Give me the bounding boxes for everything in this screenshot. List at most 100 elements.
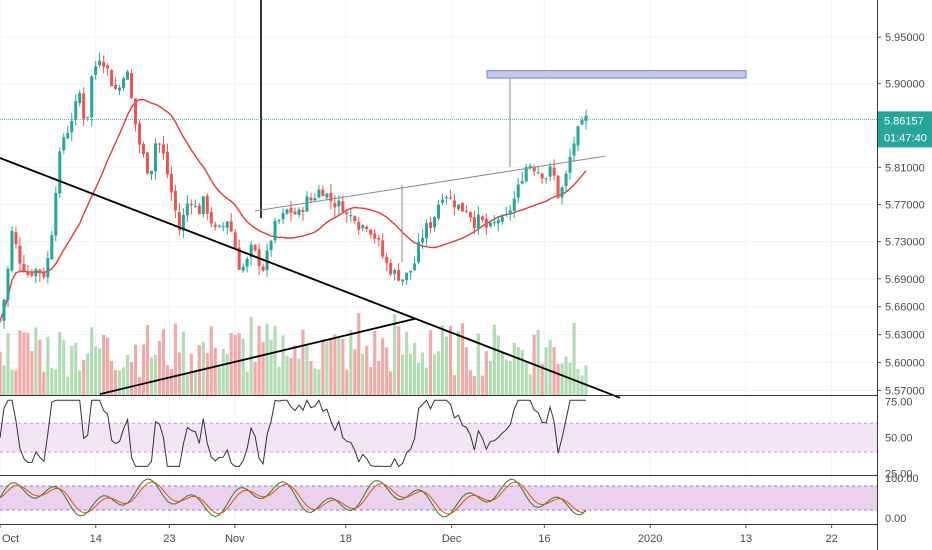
candle[interactable]: [413, 256, 417, 271]
candle[interactable]: [165, 143, 169, 179]
stochastic-d-line[interactable]: [0, 481, 587, 515]
candle[interactable]: [532, 164, 536, 176]
candle[interactable]: [552, 159, 556, 181]
rsi-pane[interactable]: [0, 399, 877, 468]
candle[interactable]: [536, 165, 540, 175]
candle[interactable]: [233, 228, 237, 249]
candle[interactable]: [484, 213, 488, 235]
candle[interactable]: [496, 216, 500, 232]
candle[interactable]: [440, 193, 444, 206]
time-axis[interactable]: Oct 14 23 Nov 18 Dec 16 2020 13 22: [0, 524, 838, 545]
candle[interactable]: [321, 185, 325, 197]
candle[interactable]: [30, 268, 34, 278]
candle[interactable]: [62, 133, 66, 155]
candle[interactable]: [42, 267, 46, 280]
candle[interactable]: [205, 193, 209, 221]
candle[interactable]: [393, 268, 397, 281]
candle[interactable]: [46, 251, 50, 284]
candle[interactable]: [173, 184, 177, 219]
candle[interactable]: [417, 233, 421, 265]
candle[interactable]: [26, 264, 30, 278]
candle[interactable]: [50, 231, 54, 261]
price-pane[interactable]: [0, 0, 877, 395]
moving-average-line[interactable]: [0, 98, 587, 322]
candle[interactable]: [429, 216, 433, 234]
candle[interactable]: [369, 228, 373, 239]
ascending-trendline[interactable]: [99, 317, 416, 395]
candle[interactable]: [337, 195, 341, 215]
price-axis[interactable]: 5.95000 5.90000 5.81000 5.77000 5.73000 5.690…: [877, 32, 925, 525]
candle[interactable]: [488, 220, 492, 228]
candle[interactable]: [229, 212, 233, 233]
candle[interactable]: [504, 207, 508, 217]
candle[interactable]: [500, 213, 504, 225]
candle[interactable]: [568, 148, 572, 180]
candle[interactable]: [237, 239, 241, 271]
candle[interactable]: [305, 191, 309, 212]
candle[interactable]: [157, 142, 161, 153]
candle[interactable]: [389, 259, 393, 277]
candle[interactable]: [241, 263, 245, 273]
candle[interactable]: [185, 195, 189, 222]
candle[interactable]: [149, 170, 153, 180]
candle[interactable]: [189, 199, 193, 215]
candle[interactable]: [110, 69, 114, 87]
candle[interactable]: [293, 207, 297, 216]
candle[interactable]: [464, 205, 468, 214]
candle[interactable]: [564, 170, 568, 193]
candle[interactable]: [54, 186, 58, 242]
candle[interactable]: [480, 215, 484, 223]
candle[interactable]: [281, 208, 285, 225]
candle[interactable]: [142, 141, 146, 158]
candle[interactable]: [177, 203, 181, 236]
candle[interactable]: [82, 87, 86, 126]
candle[interactable]: [74, 94, 78, 126]
candle[interactable]: [349, 208, 353, 223]
descending-trendline[interactable]: [0, 157, 621, 399]
candle[interactable]: [385, 252, 389, 272]
candle[interactable]: [572, 136, 576, 163]
candle[interactable]: [122, 76, 126, 91]
candle[interactable]: [10, 226, 14, 273]
candle[interactable]: [6, 266, 10, 308]
candle[interactable]: [560, 185, 564, 205]
candle[interactable]: [138, 120, 142, 154]
candle[interactable]: [361, 224, 365, 232]
candle[interactable]: [476, 206, 480, 235]
candle[interactable]: [118, 84, 122, 96]
candle[interactable]: [433, 216, 437, 232]
resistance-trendline[interactable]: [254, 155, 606, 212]
target-zone-box[interactable]: [486, 70, 747, 79]
candle[interactable]: [317, 184, 321, 199]
candle[interactable]: [289, 200, 293, 222]
drawing-layer[interactable]: [0, 0, 747, 399]
candle[interactable]: [14, 227, 18, 249]
candle[interactable]: [134, 98, 138, 132]
candle[interactable]: [373, 229, 377, 244]
candle[interactable]: [528, 163, 532, 170]
candle[interactable]: [102, 55, 106, 74]
candle[interactable]: [452, 193, 456, 216]
candle[interactable]: [22, 254, 26, 274]
candle[interactable]: [365, 225, 369, 232]
candle[interactable]: [0, 319, 2, 324]
rsi-line[interactable]: [0, 399, 586, 468]
candle[interactable]: [126, 69, 130, 80]
candle[interactable]: [580, 117, 584, 126]
candle[interactable]: [277, 218, 281, 225]
candle[interactable]: [70, 113, 74, 142]
candle[interactable]: [472, 210, 476, 235]
candle[interactable]: [401, 279, 405, 286]
candle[interactable]: [201, 195, 205, 218]
candle[interactable]: [468, 211, 472, 223]
candle[interactable]: [437, 199, 441, 221]
candle[interactable]: [145, 151, 149, 175]
candle[interactable]: [524, 163, 528, 183]
candle[interactable]: [444, 195, 448, 205]
candle[interactable]: [325, 192, 329, 201]
candle[interactable]: [345, 209, 349, 224]
candle[interactable]: [492, 214, 496, 227]
candle[interactable]: [576, 125, 580, 152]
candle[interactable]: [114, 77, 118, 91]
candle[interactable]: [66, 126, 70, 140]
